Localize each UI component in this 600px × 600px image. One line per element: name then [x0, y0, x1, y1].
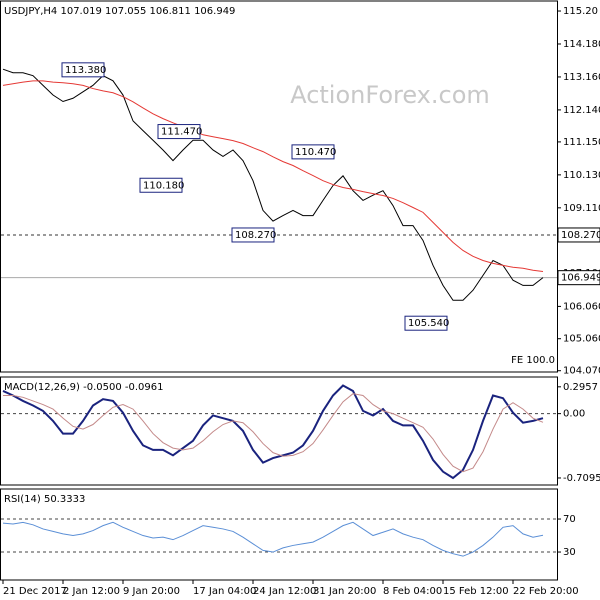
panel-frame [0, 488, 558, 581]
annotation-box [61, 62, 105, 78]
series-line [2, 384, 544, 480]
panel-title: RSI(14) 50.3333 [4, 494, 85, 505]
x-tick-label: 17 Jan 04:00 [193, 586, 256, 597]
x-tick-label: 2 Jan 12:00 [63, 586, 120, 597]
y-tick-label: 109.110 [563, 203, 600, 214]
y-tick-label: 112.140 [563, 105, 600, 116]
x-tick-label: 9 Jan 20:00 [123, 586, 180, 597]
panel-frame [0, 0, 558, 373]
level-label: 108.270 [561, 230, 600, 241]
x-tick-label: 31 Jan 20:00 [313, 586, 376, 597]
watermark: ActionForex.com [290, 81, 490, 109]
annotation-label: 113.380 [65, 65, 106, 76]
y-tick-label: 113.160 [563, 72, 600, 83]
annotation-box [231, 227, 275, 243]
x-tick-label: 24 Jan 12:00 [253, 586, 316, 597]
annotation-label: 110.470 [295, 147, 336, 158]
annotation-label: 110.180 [143, 180, 184, 191]
annotation-label: 111.470 [161, 127, 202, 138]
y-tick-label: 106.060 [563, 301, 600, 312]
annotation-box [157, 124, 201, 140]
y-tick-label: 105.060 [563, 334, 600, 345]
y-tick-label: 70 [563, 514, 576, 525]
level-box [557, 227, 600, 243]
last-price-label: 106.949 [561, 273, 600, 284]
y-tick-label: -0.7095 [563, 473, 600, 484]
last-price-box [557, 270, 600, 286]
annotation-label: 108.270 [235, 230, 276, 241]
x-tick-label: 22 Feb 20:00 [513, 586, 579, 597]
annotation-label: 105.540 [408, 318, 449, 329]
x-tick-label: 15 Feb 12:00 [443, 586, 509, 597]
y-tick-label: 115.20 [563, 6, 598, 17]
annotation-box [291, 144, 335, 160]
series-line [2, 80, 544, 272]
y-tick-label: 110.130 [563, 170, 600, 181]
x-tick-label: 21 Dec 2017 [3, 586, 67, 597]
y-tick-label: 30 [563, 547, 576, 558]
annotation-box [404, 315, 448, 331]
y-tick-label: 0.2957 [563, 382, 598, 393]
series-line [2, 521, 544, 557]
y-tick-label: 104.070 [563, 366, 600, 377]
y-tick-label: 0.00 [563, 409, 585, 420]
panel-frame [0, 376, 558, 486]
annotation-box [139, 177, 183, 193]
panel-title: USDJPY,H4 107.019 107.055 106.811 106.94… [4, 6, 235, 17]
note: FE 100.0 [511, 355, 555, 366]
y-tick-label: 114.180 [563, 39, 600, 50]
series-line [3, 393, 544, 473]
panel-title: MACD(12,26,9) -0.0500 -0.0961 [4, 382, 164, 393]
x-tick-label: 8 Feb 04:00 [383, 586, 442, 597]
y-tick-label: 111.150 [563, 137, 600, 148]
series-line [2, 68, 544, 301]
